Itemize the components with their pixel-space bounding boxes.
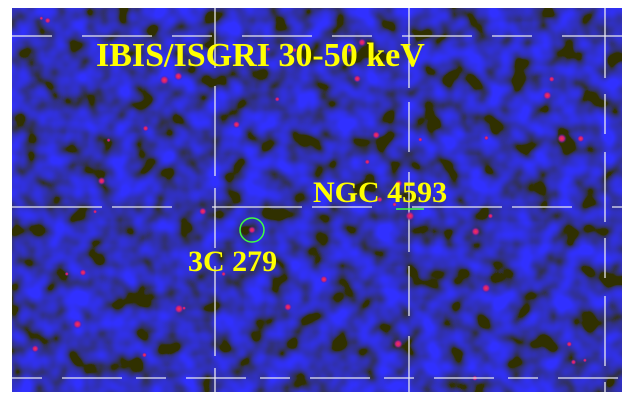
hot-spot <box>583 358 587 362</box>
hot-spot <box>73 319 83 329</box>
hot-spot <box>31 345 39 353</box>
hot-spot <box>39 16 43 20</box>
hot-spot <box>543 91 552 100</box>
hot-spot <box>393 339 403 349</box>
hot-spot <box>566 341 572 347</box>
hot-spot <box>142 352 147 357</box>
sky-image: IBIS/ISGRI 30-50 keV NGC 4593 3C 279 <box>0 0 629 394</box>
hot-spot <box>284 303 292 311</box>
hot-spot <box>106 138 110 142</box>
hot-spot <box>159 75 169 85</box>
hot-spot <box>233 121 241 129</box>
source-ngc4593 <box>405 211 415 221</box>
title: IBIS/ISGRI 30-50 keV <box>96 37 425 74</box>
hot-spot <box>364 159 370 165</box>
hot-spot <box>353 75 361 83</box>
source-label: 3C 279 <box>188 245 277 278</box>
hot-spot <box>471 227 480 236</box>
hot-spot <box>418 137 423 142</box>
hot-spot <box>557 134 567 144</box>
hot-spot <box>142 125 149 132</box>
source-label: NGC 4593 <box>313 176 447 209</box>
source-3c279 <box>248 226 256 234</box>
hot-spot <box>44 17 51 24</box>
hot-spot <box>372 131 380 139</box>
hot-spot <box>199 207 207 215</box>
hot-spot <box>548 76 554 82</box>
hot-spot <box>577 135 585 143</box>
hot-spot <box>275 97 280 102</box>
hot-spot <box>488 213 494 219</box>
hot-spot <box>97 177 105 185</box>
hot-spot <box>484 135 489 140</box>
hot-spot <box>65 272 69 276</box>
hot-spot <box>571 359 577 365</box>
hot-spot <box>320 275 328 283</box>
hot-spot <box>79 269 86 276</box>
hot-spot <box>182 306 186 310</box>
hot-spot <box>93 210 97 214</box>
hot-spot <box>481 283 491 293</box>
